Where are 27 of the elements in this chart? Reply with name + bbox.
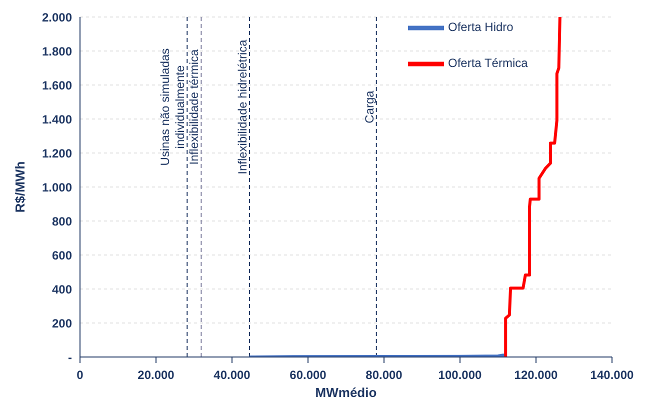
y-tick-label: 1.400 (42, 112, 72, 126)
y-tick-label: 1.600 (42, 78, 72, 92)
y-tick-label: 400 (52, 282, 72, 296)
y-axis-title: R$/MWh (12, 161, 28, 213)
ref-line-label: Inflexibilidade térmica (187, 48, 202, 165)
x-tick-label: 0 (76, 368, 84, 382)
x-tick-label: 40.000 (214, 368, 251, 382)
y-tick-label: - (68, 350, 72, 364)
x-tick-label: 100.000 (438, 368, 482, 382)
x-tick-label: 20.000 (138, 368, 175, 382)
x-tick-label: 120.000 (514, 368, 558, 382)
legend-label: Oferta Hidro (448, 20, 514, 34)
legend-label: Oferta Térmica (448, 56, 528, 70)
y-tick-label: 1.200 (42, 146, 72, 160)
x-tick-label: 60.000 (290, 368, 327, 382)
y-tick-label: 1.800 (42, 44, 72, 58)
ref-line-label: Carga (362, 90, 376, 124)
y-tick-label: 200 (52, 316, 72, 330)
x-axis-title: MWmédio (315, 385, 377, 400)
ref-line-label: Inflexibilidade hidrelétrica (235, 39, 250, 174)
x-tick-label: 80.000 (366, 368, 403, 382)
y-tick-label: 1.000 (42, 180, 72, 194)
ref-line-label: Usinas não simuladas individualmente (158, 48, 188, 166)
y-tick-label: 2.000 (42, 10, 72, 24)
x-tick-label: 140.000 (590, 368, 634, 382)
y-tick-label: 800 (52, 214, 72, 228)
y-tick-label: 600 (52, 248, 72, 262)
